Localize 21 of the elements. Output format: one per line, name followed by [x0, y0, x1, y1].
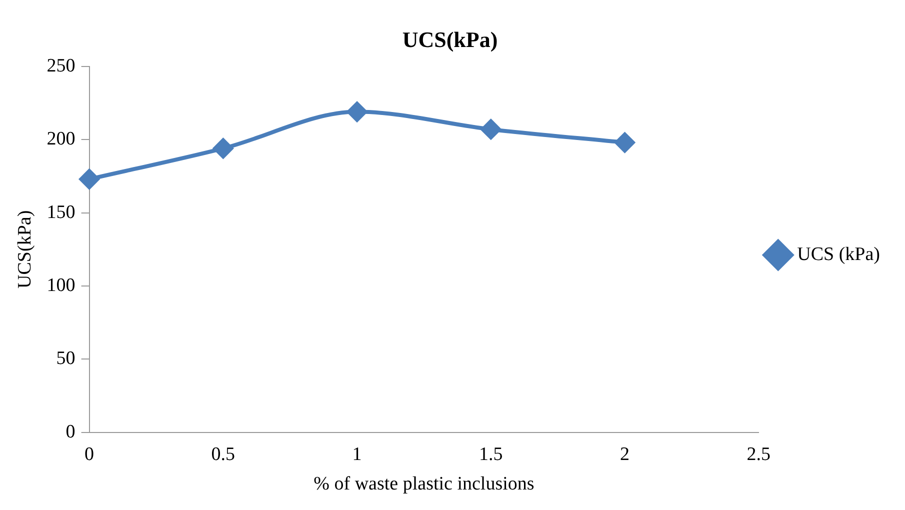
point — [213, 138, 234, 158]
y-tick-label: 150 — [46, 202, 76, 223]
legend-label: UCS (kPa) — [797, 244, 880, 265]
point — [480, 119, 501, 140]
point — [347, 102, 368, 122]
x-tick-label: 2.5 — [746, 444, 771, 465]
x-tick-label: 1 — [352, 444, 362, 465]
y-axis-title: UCS(kPa) — [14, 210, 36, 288]
y-tick-label: 0 — [66, 421, 76, 442]
x-tick-label: 0.5 — [211, 444, 236, 465]
y-tick-label: 50 — [56, 348, 76, 370]
y-tick-label: 100 — [46, 274, 76, 296]
point — [614, 132, 635, 153]
chart-title: UCS(kPa) — [402, 26, 498, 52]
y-tick-label: 200 — [46, 128, 76, 150]
y-tick-label: 250 — [46, 55, 76, 76]
point — [79, 169, 100, 190]
x-tick-label: 0 — [84, 444, 94, 465]
x-tick-label: 2 — [620, 444, 630, 465]
x-tick-label: 1.5 — [479, 444, 503, 465]
x-axis-title: % of waste plastic inclusions — [314, 474, 534, 495]
